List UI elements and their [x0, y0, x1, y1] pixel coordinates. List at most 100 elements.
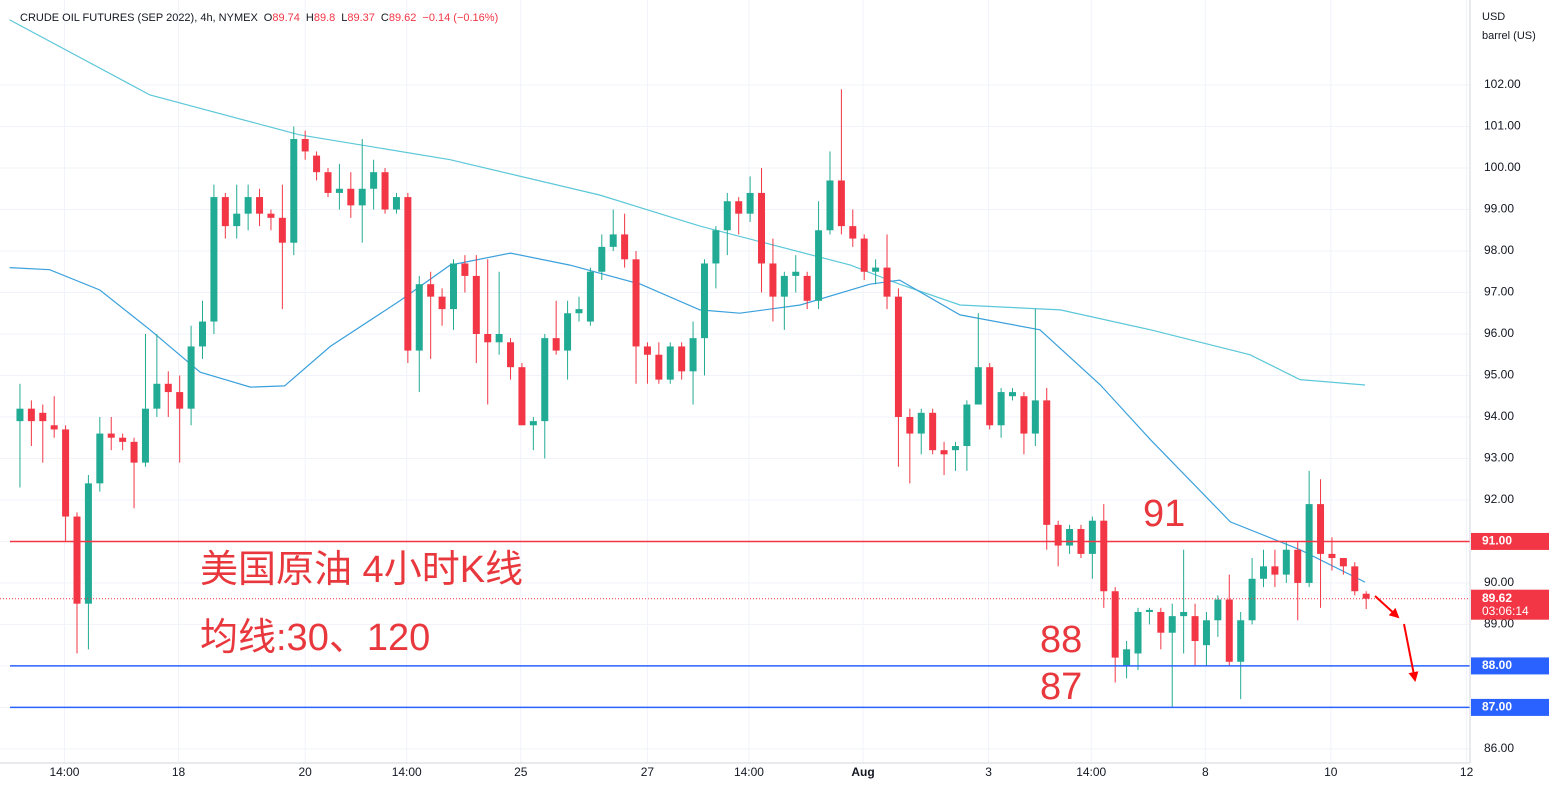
candle-body — [278, 217, 286, 243]
candle-body — [1260, 566, 1268, 579]
y-tick-label: 94.00 — [1484, 409, 1514, 423]
candle-body — [153, 383, 161, 409]
candle-body — [187, 346, 195, 409]
candle-body — [244, 197, 252, 214]
candle-body — [986, 367, 994, 426]
l-value: 89.37 — [347, 12, 375, 24]
candle-body — [176, 392, 184, 409]
y-tick-label: 92.00 — [1484, 492, 1514, 506]
y-tick-label: 97.00 — [1484, 285, 1514, 299]
level-tag-label: 87.00 — [1482, 700, 1512, 714]
candle-body — [199, 321, 207, 347]
candle-body — [1031, 400, 1039, 434]
candle-body — [472, 275, 480, 334]
candle-body — [1123, 649, 1131, 666]
candle-body — [1362, 593, 1370, 599]
y-tick-label: 99.00 — [1484, 202, 1514, 216]
annotation: 美国原油 4小时K线 — [200, 549, 523, 591]
candle-body — [598, 246, 606, 272]
unit: USD — [1482, 11, 1505, 23]
annotation: 87 — [1040, 666, 1082, 708]
candle-body — [529, 421, 537, 426]
candle-body — [951, 446, 959, 451]
candle-body — [50, 425, 58, 430]
candle-body — [1351, 566, 1359, 592]
candle-body — [290, 138, 298, 243]
candle-body — [119, 437, 127, 442]
candle-body — [1317, 504, 1325, 554]
candle-body — [324, 172, 332, 193]
candle-body — [1282, 549, 1290, 575]
candle-body — [575, 309, 583, 314]
candle-body — [837, 180, 845, 227]
candle-body — [495, 333, 503, 343]
candle-body — [107, 433, 115, 438]
candle-body — [1054, 524, 1062, 546]
candle-body — [541, 338, 549, 422]
y-tick-label: 101.00 — [1484, 119, 1521, 133]
candle-body — [997, 392, 1005, 426]
candle-body — [758, 192, 766, 264]
moving-average — [9, 252, 1366, 583]
candle-body — [792, 271, 800, 276]
candle-body — [507, 342, 515, 368]
candle-body — [1100, 520, 1108, 592]
candle-body — [62, 429, 70, 517]
candle-body — [700, 263, 708, 339]
y-tick-label: 89.00 — [1484, 617, 1514, 631]
candle-body — [221, 197, 229, 227]
candle-body — [963, 404, 971, 447]
candle-body — [872, 267, 880, 272]
x-tick-label: 18 — [172, 765, 186, 779]
h-label: H — [306, 12, 314, 24]
candle-body — [518, 367, 526, 426]
countdown: 03:06:14 — [1482, 604, 1529, 618]
candle-body — [370, 172, 378, 189]
x-tick-label: 10 — [1324, 765, 1338, 779]
candle-body — [1191, 616, 1199, 642]
candle-body — [392, 197, 400, 210]
candle-body — [1088, 520, 1096, 554]
candle-body — [1157, 611, 1165, 633]
candle-body — [267, 213, 275, 218]
candle-body — [894, 296, 902, 417]
x-tick-label: 12 — [1460, 765, 1474, 779]
candle-body — [415, 284, 423, 351]
candle-body — [929, 412, 937, 451]
candle-body — [1043, 400, 1051, 525]
y-tick-label: 96.00 — [1484, 326, 1514, 340]
candle-body — [780, 275, 788, 297]
last-price-label: 89.62 — [1482, 591, 1512, 605]
candle-body — [689, 338, 697, 372]
x-tick-label: 14:00 — [734, 765, 764, 779]
candle-body — [96, 433, 104, 484]
level-tag-label: 88.00 — [1482, 658, 1512, 672]
arrow — [1403, 623, 1419, 682]
candle-body — [39, 412, 47, 422]
y-tick-label: 98.00 — [1484, 243, 1514, 257]
candle-body — [1328, 553, 1336, 559]
annotation: 88 — [1040, 619, 1082, 661]
candle-body — [233, 213, 241, 227]
candle-body — [643, 346, 651, 355]
o-label: O — [264, 12, 273, 24]
candle-body — [484, 333, 492, 343]
candle-body — [1134, 611, 1142, 654]
level-tag-label: 91.00 — [1482, 534, 1512, 548]
candle-body — [746, 192, 754, 214]
candle-body — [404, 197, 412, 351]
candle-body — [906, 416, 914, 434]
candle-body — [564, 313, 572, 351]
candle-body — [347, 188, 355, 206]
o-value: 89.74 — [272, 12, 300, 24]
candle-body — [815, 230, 823, 301]
y-tick-label: 93.00 — [1484, 451, 1514, 465]
candle-body — [1202, 620, 1210, 646]
candle-body — [335, 188, 343, 193]
candle-body — [461, 263, 469, 276]
l-label: L — [341, 12, 347, 24]
x-tick-label: 27 — [641, 765, 655, 779]
y-tick-label: 86.00 — [1484, 741, 1514, 755]
candle-body — [1020, 396, 1028, 434]
